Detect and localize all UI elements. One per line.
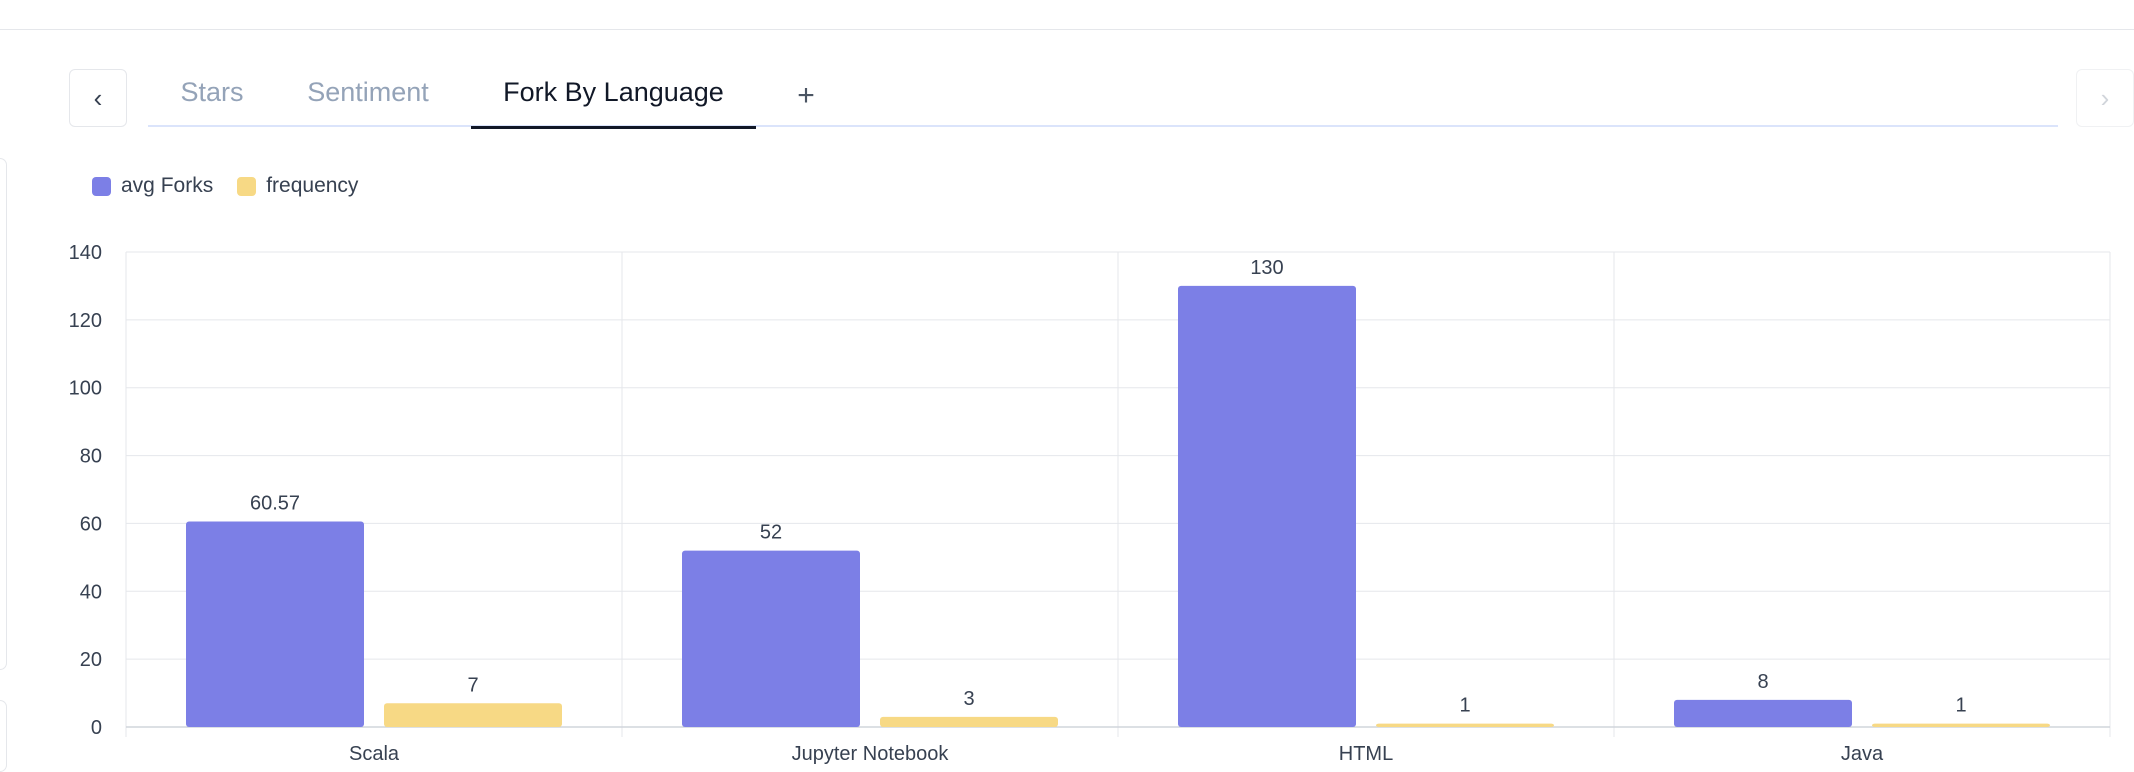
y-tick-label: 40 [80, 581, 102, 603]
legend-swatch-avg-forks [92, 176, 111, 196]
x-tick-label: Java [1841, 743, 1884, 765]
add-tab-button[interactable]: + [786, 69, 826, 127]
x-tick-label: Scala [349, 743, 400, 765]
legend-label-avg-forks: avg Forks [121, 174, 214, 197]
chevron-right-icon: › [2100, 82, 2110, 113]
data-label: 1 [1955, 695, 1966, 717]
tabs-scroll-left-button[interactable]: ‹ [69, 69, 127, 127]
tab-sentiment[interactable]: Sentiment [307, 77, 429, 107]
data-label: 7 [467, 674, 478, 696]
data-label: 130 [1250, 257, 1283, 279]
bar-avg-forks [1674, 699, 1852, 727]
tabs-scroll-right-button[interactable]: › [2076, 69, 2134, 127]
legend-item-frequency[interactable]: frequency [237, 174, 358, 198]
top-bar [0, 0, 2134, 30]
bar-chart: 0 20 40 60 80 100 120 140 60.57 52 130 8 7 3 1 1 Scala Ju… [69, 242, 2111, 765]
tab-fork-by-language[interactable]: Fork By Language [471, 69, 756, 129]
chevron-left-icon: ‹ [93, 82, 103, 113]
x-tick-label: Jupyter Notebook [792, 743, 950, 765]
y-tick-label: 0 [91, 717, 102, 739]
y-tick-label: 60 [80, 513, 102, 535]
bar-frequency [1872, 723, 2050, 727]
legend-label-frequency: frequency [266, 174, 359, 197]
bar-frequency [384, 703, 562, 727]
legend-swatch-frequency [237, 176, 257, 196]
bar-avg-forks [1178, 285, 1356, 727]
y-tick-label: 140 [69, 242, 102, 264]
chart-legend: avg Forks frequency [92, 173, 382, 199]
data-label: 8 [1757, 671, 1768, 693]
x-tick-label: HTML [1339, 743, 1393, 765]
legend-item-avg-forks[interactable]: avg Forks [92, 174, 213, 198]
bar-frequency [880, 716, 1058, 727]
plus-icon: + [797, 79, 815, 112]
y-tick-label: 80 [80, 446, 102, 468]
bar-frequency [1376, 723, 1554, 727]
data-label: 60.57 [250, 492, 300, 514]
y-tick-label: 20 [80, 649, 102, 671]
y-tick-label: 100 [69, 378, 102, 400]
data-label: 1 [1459, 695, 1470, 717]
y-tick-label: 120 [69, 310, 102, 332]
data-label: 52 [760, 522, 782, 544]
tab-stars[interactable]: Stars [180, 77, 244, 107]
bar-avg-forks [682, 550, 860, 727]
data-label: 3 [963, 688, 974, 710]
bar-avg-forks [186, 521, 364, 727]
chart-tabs: Stars Sentiment Fork By Language + [148, 69, 2058, 129]
